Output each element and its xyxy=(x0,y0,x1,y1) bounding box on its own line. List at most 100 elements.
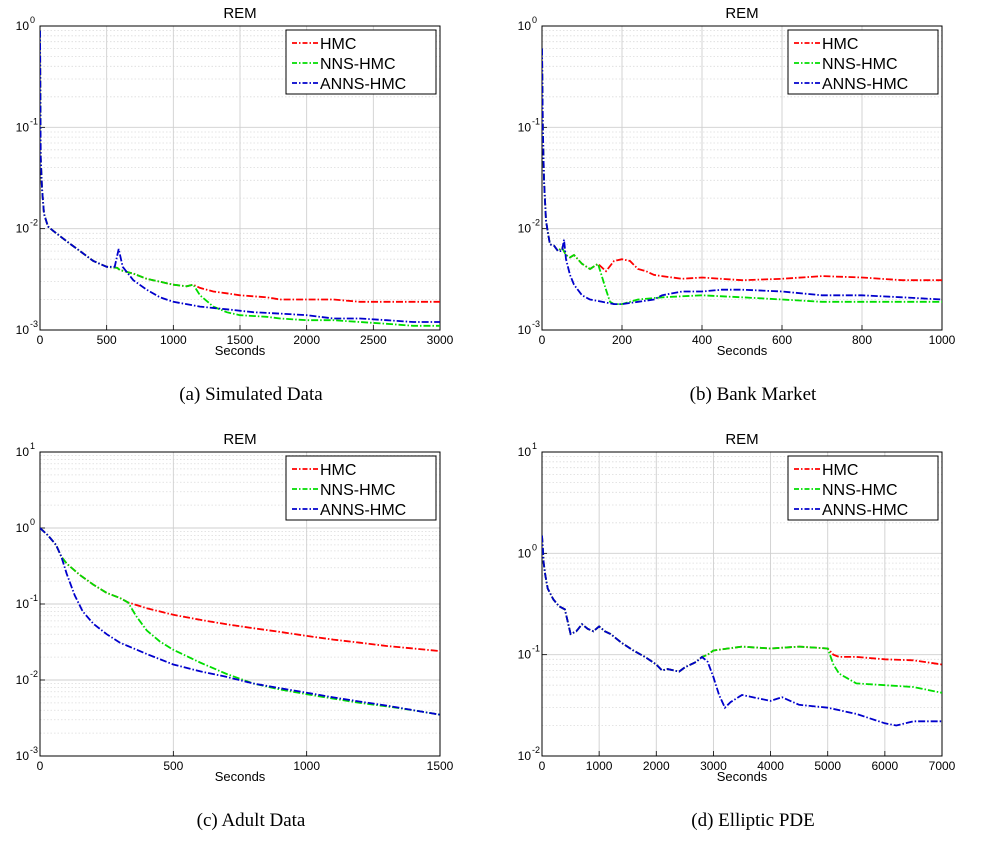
chart-panel-bank-market: 10 -3 10 -2 10 -1 10 0 0 200 400 600 800 1000 REM Secon… xyxy=(502,0,1004,425)
chart-svg: 10-310-210-110 00 500 1000 1500 2000 2500 3000R… xyxy=(16,5,454,358)
x-tick-label: 0 xyxy=(37,759,44,773)
plot-frame xyxy=(541,25,943,331)
y-tick-label: 10 xyxy=(518,749,532,763)
y-tick-label: 10 xyxy=(16,673,30,687)
y-tick-label: 10 xyxy=(518,445,532,459)
plot-frame xyxy=(541,451,943,757)
chart-panel-elliptic-pde: 10 -2 10 -1 10 0 10 1 0 1000 2000 3000 4000 5000 6000 7… xyxy=(502,426,1004,851)
legend-label: ANNS-HMC xyxy=(320,502,406,519)
legend-label: HMC xyxy=(320,36,356,53)
y-tick-exponent: 1 xyxy=(532,441,537,451)
x-tick-label: 1000 xyxy=(586,759,613,773)
y-tick-label: 10 xyxy=(518,19,532,33)
y-tick-exponent: -3 xyxy=(30,319,38,329)
x-axis-label: Seconds xyxy=(717,769,768,784)
legend-label: ANNS-HMC xyxy=(822,502,908,519)
legend-label: HMC xyxy=(822,36,858,53)
y-tick-exponent: -2 xyxy=(30,669,38,679)
legend-label: NNS-HMC xyxy=(320,482,396,499)
series-line-hmc xyxy=(542,48,942,282)
y-tick-label: 10 xyxy=(16,597,30,611)
chart-caption: (b) Bank Market xyxy=(689,384,817,405)
legend-label: NNS-HMC xyxy=(822,482,898,499)
y-tick-exponent: -1 xyxy=(532,116,540,126)
legend-label: HMC xyxy=(320,462,356,479)
y-tick-exponent: -2 xyxy=(532,745,540,755)
y-tick-exponent: -1 xyxy=(532,644,540,654)
chart-svg: 10 -210 -110 010 10 1000 2000 3000 4000 5000 6000 7… xyxy=(518,431,956,784)
y-tick-exponent: 0 xyxy=(532,542,537,552)
x-tick-label: 200 xyxy=(612,333,632,347)
x-tick-label: 1000 xyxy=(929,333,956,347)
y-tick-label: 10 xyxy=(16,19,30,33)
chart-caption: (d) Elliptic PDE xyxy=(691,810,815,831)
x-tick-label: 3000 xyxy=(427,333,454,347)
chart-title: REM xyxy=(725,5,758,22)
y-tick-label: 10 xyxy=(16,120,30,134)
x-tick-label: 1500 xyxy=(427,759,454,773)
chart-title: REM xyxy=(223,431,256,448)
chart-title: REM xyxy=(223,5,256,22)
y-tick-exponent: 0 xyxy=(532,15,537,25)
chart-svg: 10 -310 -210 -110 010 10 500 1000 1500REMSeconds… xyxy=(16,431,454,784)
y-tick-label: 10 xyxy=(16,521,30,535)
x-tick-label: 6000 xyxy=(872,759,899,773)
chart-panel-simulated-data: 10 -3 10 -2 10 -1 10 0 0 500 1000 1500 2000 2500 3000 R… xyxy=(0,0,502,425)
x-axis-label: Seconds xyxy=(215,769,266,784)
y-tick-label: 10 xyxy=(16,445,30,459)
x-tick-label: 2500 xyxy=(360,333,387,347)
plot-frame xyxy=(39,451,441,757)
y-tick-exponent: 0 xyxy=(30,517,35,527)
legend-label: HMC xyxy=(822,462,858,479)
x-tick-label: 1000 xyxy=(160,333,187,347)
plot-frame xyxy=(39,25,441,331)
y-tick-label: 10 xyxy=(16,323,30,337)
x-tick-label: 500 xyxy=(97,333,117,347)
series-line-nns-hmc xyxy=(40,527,440,716)
series-line-anns-hmc xyxy=(542,48,942,306)
y-tick-exponent: 0 xyxy=(30,15,35,25)
x-tick-label: 400 xyxy=(692,333,712,347)
y-tick-exponent: -3 xyxy=(30,745,38,755)
x-tick-label: 0 xyxy=(37,333,44,347)
x-tick-label: 4000 xyxy=(757,759,784,773)
y-tick-exponent: -1 xyxy=(30,593,38,603)
y-tick-label: 10 xyxy=(518,648,532,662)
y-tick-exponent: -2 xyxy=(532,218,540,228)
series-line-nns-hmc xyxy=(542,535,942,694)
x-axis-label: Seconds xyxy=(215,343,266,358)
x-tick-label: 0 xyxy=(539,759,546,773)
x-tick-label: 2000 xyxy=(643,759,670,773)
x-tick-label: 3000 xyxy=(700,759,727,773)
legend-label: ANNS-HMC xyxy=(320,76,406,93)
series-line-hmc xyxy=(542,535,942,673)
x-tick-label: 2000 xyxy=(293,333,320,347)
chart-caption: (a) Simulated Data xyxy=(179,384,323,405)
chart-title: REM xyxy=(725,431,758,448)
x-tick-label: 500 xyxy=(163,759,183,773)
series-line-hmc xyxy=(40,527,440,652)
y-tick-label: 10 xyxy=(518,546,532,560)
y-tick-exponent: -2 xyxy=(30,218,38,228)
y-tick-exponent: -1 xyxy=(30,116,38,126)
x-axis-label: Seconds xyxy=(717,343,768,358)
y-tick-label: 10 xyxy=(16,222,30,236)
series-line-anns-hmc xyxy=(40,527,440,716)
y-tick-exponent: -3 xyxy=(532,319,540,329)
legend-label: NNS-HMC xyxy=(822,56,898,73)
legend-label: ANNS-HMC xyxy=(822,76,908,93)
y-tick-label: 10 xyxy=(518,222,532,236)
y-tick-label: 10 xyxy=(16,749,30,763)
x-tick-label: 0 xyxy=(539,333,546,347)
chart-svg: 10-310-210-110 00 200 400 600 800 1000REMSecon… xyxy=(518,5,956,358)
series-line-anns-hmc xyxy=(542,535,942,727)
chart-caption: (c) Adult Data xyxy=(196,810,306,831)
chart-panel-adult-data: 10 -3 10 -2 10 -1 10 0 10 1 0 500 1000 1500 REM Seconds… xyxy=(0,426,502,851)
x-tick-label: 800 xyxy=(852,333,872,347)
y-tick-label: 10 xyxy=(518,323,532,337)
x-tick-label: 5000 xyxy=(814,759,841,773)
series-line-anns-hmc xyxy=(40,30,440,323)
y-tick-exponent: 1 xyxy=(30,441,35,451)
x-tick-label: 1000 xyxy=(293,759,320,773)
y-tick-label: 10 xyxy=(518,120,532,134)
